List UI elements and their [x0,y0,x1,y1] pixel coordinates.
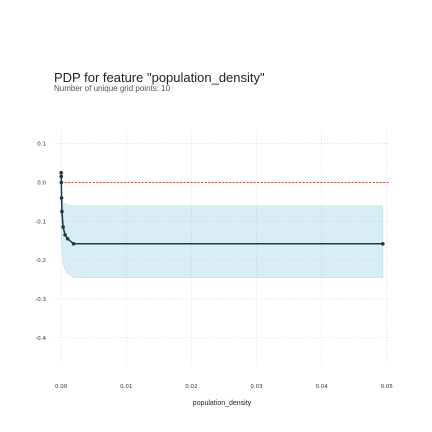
pdp-series-line [60,172,383,245]
x-tick-label: 0.00 [55,384,68,390]
pdp-data-point [63,233,67,237]
pdp-data-point [60,209,64,214]
pdp-data-point [59,180,64,185]
pdp-data-point [59,196,64,200]
y-tick-label: -0.1 [35,219,46,225]
pdp-data-point [59,174,64,179]
pdp-data-point [65,236,70,241]
x-tick-label: 0.02 [185,384,197,390]
y-tick-label: -0.3 [35,297,46,303]
grid [54,130,390,365]
y-tick-label: -0.2 [35,258,46,264]
pdp-data-point [71,242,76,246]
chart-subtitle: Number of unique grid points: 10 [54,84,171,93]
tick-labels: 0.00 0.01 0.02 0.03 0.04 0.05 0.1 0.0 -0.1 -0.2 -0… [35,142,393,390]
pdp-data-point [61,225,65,229]
x-tick-label: 0.01 [120,384,132,390]
x-axis-label: population_density [193,400,252,407]
pdp-data-point [59,170,63,175]
y-tick-label: -0.4 [35,336,46,342]
x-tick-label: 0.05 [381,384,394,390]
y-tick-label: 0.1 [37,142,46,148]
x-tick-label: 0.03 [250,384,263,390]
chart-title: PDP for feature "population_density" [54,70,265,85]
x-tick-label: 0.04 [316,384,329,390]
pdp-data-point [381,242,385,246]
series-points-layer [59,170,385,246]
y-tick-label: 0.0 [37,180,46,186]
series-line-layer [60,172,383,245]
